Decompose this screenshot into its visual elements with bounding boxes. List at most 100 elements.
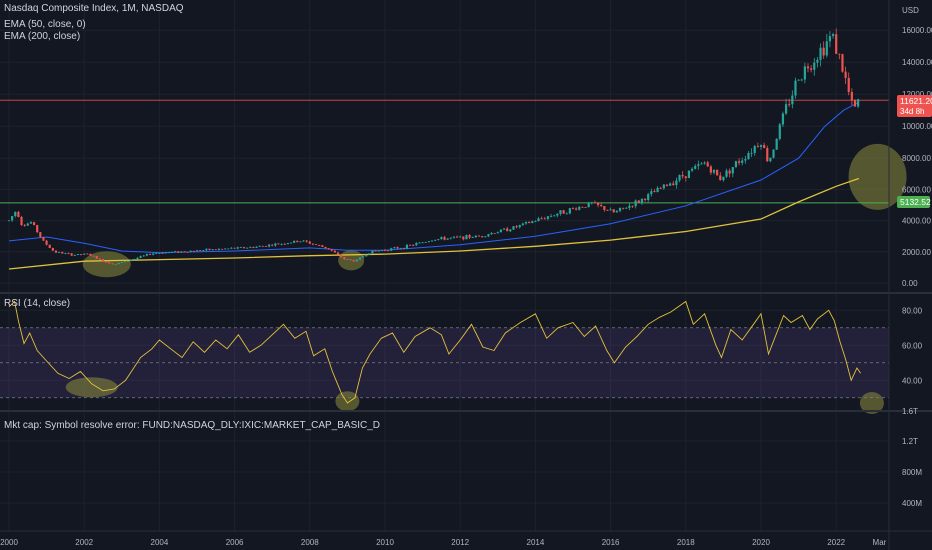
- candle-body: [794, 80, 797, 96]
- ema-50-legend[interactable]: EMA (50, close, 0): [4, 19, 86, 30]
- candle-body: [17, 211, 20, 217]
- price-tick-label: 12000.00: [902, 90, 932, 99]
- candle-body: [437, 238, 440, 240]
- candle-body: [835, 34, 838, 54]
- candle-body: [246, 247, 249, 249]
- candle-body: [477, 235, 481, 237]
- candle-body: [105, 261, 108, 263]
- candle-body: [618, 207, 622, 211]
- candle-body: [778, 124, 781, 139]
- rsi-legend[interactable]: RSI (14, close): [4, 298, 71, 309]
- candle-body: [481, 236, 484, 237]
- candle-body: [264, 245, 268, 247]
- annotation-circle: [65, 377, 118, 398]
- mktcap-tick-label: 1.2T: [902, 437, 918, 446]
- candle-body: [192, 250, 195, 252]
- symbol-title[interactable]: Nasdaq Composite Index, 1M, NASDAQ: [4, 3, 184, 14]
- candle-body: [242, 247, 246, 249]
- candle-body: [452, 236, 456, 238]
- candle-body: [571, 208, 575, 209]
- rsi-tick-label: 40.00: [902, 376, 923, 385]
- candle-body: [293, 240, 296, 243]
- current-price-badge: 11621.20 34d 8h: [897, 95, 932, 117]
- time-tick-label: 2020: [752, 538, 770, 547]
- time-tick-label: 2010: [376, 538, 394, 547]
- candle-body: [390, 248, 393, 251]
- candle-body: [490, 233, 493, 235]
- candle-body: [333, 250, 336, 253]
- candle-body: [349, 259, 352, 261]
- candle-body: [155, 253, 158, 255]
- candle-body: [769, 157, 772, 162]
- candle-body: [543, 218, 546, 220]
- candle-body: [803, 66, 806, 80]
- candle-body: [556, 213, 559, 216]
- ema-200-legend[interactable]: EMA (200, close): [4, 31, 81, 42]
- candle-body: [51, 247, 54, 251]
- candle-body: [79, 254, 83, 255]
- time-tick-label: 2006: [226, 538, 244, 547]
- candle-body: [271, 244, 274, 246]
- candle-body: [214, 249, 217, 251]
- candle-body: [258, 245, 261, 247]
- candle-body: [857, 99, 860, 107]
- candle-body: [383, 250, 387, 251]
- candle-body: [600, 205, 603, 207]
- candle-body: [205, 248, 208, 251]
- candle-body: [23, 225, 26, 226]
- candle-body: [199, 250, 202, 252]
- time-axis-ticks[interactable]: 2000 2002 2004 2006 2008 2010 2012 2014 2016 2018…: [0, 538, 887, 547]
- candle-body: [784, 104, 788, 114]
- candle-body: [788, 104, 791, 106]
- candle-body: [61, 252, 64, 254]
- price-axis-ticks[interactable]: 16000.00 14000.00 12000.00 10000.00 8000.00 6…: [902, 26, 932, 288]
- candle-body: [358, 257, 362, 260]
- candle-body: [512, 226, 515, 230]
- candle-body: [48, 244, 51, 248]
- candle-body: [455, 236, 459, 238]
- candle-body: [747, 152, 750, 160]
- candle-body: [474, 235, 477, 238]
- vertical-grid: [8, 0, 837, 531]
- candle-body: [462, 236, 465, 240]
- candle-body: [139, 256, 142, 258]
- price-tick-label: 16000.00: [902, 26, 932, 35]
- level-badge: 5132.52: [897, 196, 931, 208]
- candle-body: [637, 200, 640, 203]
- candle-body: [694, 165, 697, 169]
- candle-body: [111, 263, 114, 265]
- candle-body: [703, 162, 706, 164]
- candle-body: [217, 248, 221, 250]
- price-tick-label: 4000.00: [902, 217, 931, 226]
- candle-body: [133, 258, 136, 260]
- candle-body: [145, 254, 148, 256]
- candle-body: [318, 244, 321, 246]
- candle-body: [656, 187, 659, 193]
- candle-body: [117, 262, 120, 265]
- candle-body: [405, 244, 409, 249]
- candle-body: [640, 198, 644, 203]
- ema-50-line: [8, 101, 860, 254]
- candle-body: [763, 145, 766, 148]
- candle-body: [224, 248, 227, 250]
- mktcap-axis-ticks[interactable]: 1.2T 800M 400M 1.6T: [902, 407, 922, 508]
- candle-body: [32, 222, 36, 226]
- candle-body: [584, 207, 587, 208]
- mktcap-legend[interactable]: Mkt cap: Symbol resolve error: FUND:NASD…: [4, 420, 381, 431]
- price-tick-label: 10000.00: [902, 122, 932, 131]
- candle-body: [136, 257, 139, 259]
- candle-body: [11, 216, 14, 221]
- candle-body: [643, 198, 647, 200]
- candle-body: [277, 243, 280, 245]
- candle-body: [252, 246, 255, 248]
- rsi-axis-ticks[interactable]: 80.00 60.00 40.00: [902, 306, 923, 385]
- candle-body: [665, 184, 669, 186]
- candle-body: [173, 251, 177, 253]
- horizontal-grid: [0, 29, 889, 504]
- candle-body: [283, 243, 286, 245]
- candle-body: [603, 206, 606, 210]
- candle-body: [534, 221, 537, 222]
- mktcap-tick-label: 1.6T: [902, 407, 918, 416]
- candle-body: [402, 248, 405, 249]
